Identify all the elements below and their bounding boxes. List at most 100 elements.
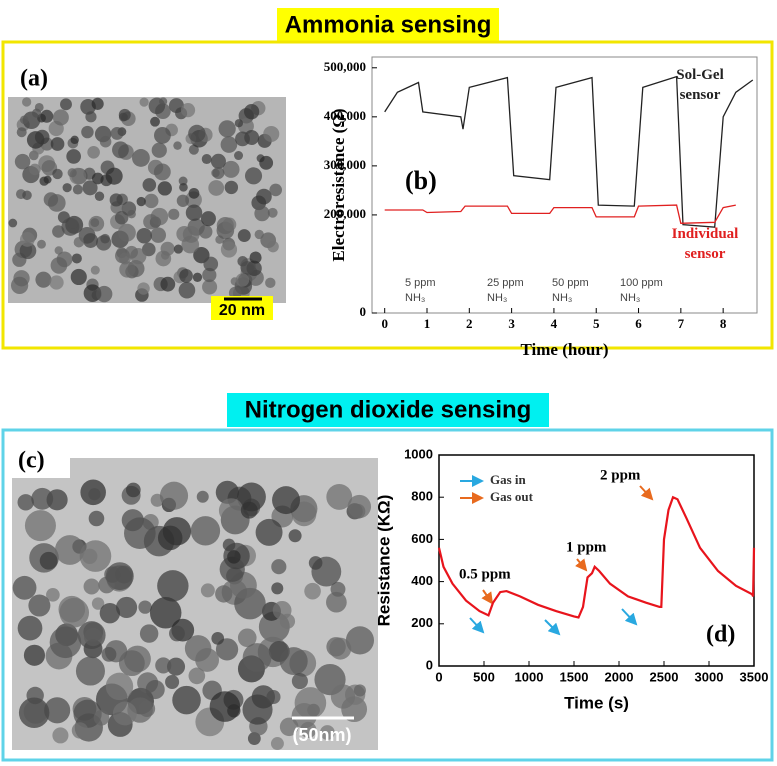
particle <box>215 585 233 603</box>
particle <box>19 115 29 125</box>
particle <box>70 135 79 145</box>
particle <box>137 282 150 295</box>
particle <box>58 595 86 623</box>
y-tick-label: 800 <box>411 489 433 504</box>
y-tick-label: 400 <box>411 573 433 588</box>
particle <box>127 209 136 219</box>
particle <box>71 253 82 264</box>
particle <box>110 126 124 140</box>
y-tick-label: 0 <box>426 657 433 672</box>
particle <box>114 210 129 225</box>
particle <box>17 615 43 641</box>
particle <box>39 551 58 570</box>
particle <box>31 487 54 510</box>
annotation-gas: NH₃ <box>487 292 507 304</box>
particle <box>153 126 171 144</box>
x-tick-label: 8 <box>720 316 727 331</box>
panel-label: (b) <box>405 166 437 195</box>
particle <box>255 518 283 546</box>
particle <box>215 480 239 504</box>
particle <box>157 570 189 602</box>
particle <box>118 112 128 122</box>
particle <box>269 183 283 197</box>
particle <box>196 490 209 503</box>
particle <box>173 244 183 254</box>
x-tick-label: 5 <box>593 316 600 331</box>
particle <box>160 276 176 292</box>
particle <box>84 627 103 647</box>
particle <box>308 556 323 570</box>
title-bg <box>227 393 549 427</box>
particle <box>16 127 27 138</box>
particle <box>82 548 98 564</box>
x-tick-label: 7 <box>678 316 685 331</box>
annotation: 5 ppm <box>405 277 436 289</box>
particle <box>178 176 188 186</box>
particle <box>172 685 201 715</box>
particle <box>188 124 206 143</box>
particle <box>22 97 32 107</box>
particle <box>234 151 244 161</box>
particle <box>291 501 317 527</box>
particle <box>29 163 41 176</box>
particle <box>224 180 239 195</box>
particle <box>288 529 302 543</box>
particle <box>67 168 77 178</box>
particle <box>37 239 46 249</box>
particle <box>109 193 123 207</box>
particle <box>279 613 296 629</box>
particle <box>52 109 69 126</box>
x-tick-label: 1000 <box>515 669 544 684</box>
particle <box>99 135 112 148</box>
particle <box>176 194 190 207</box>
particle <box>294 687 327 719</box>
series-line <box>437 495 756 619</box>
particle <box>159 97 168 106</box>
particle <box>10 276 29 295</box>
particle <box>104 566 121 583</box>
particle <box>345 626 375 655</box>
annotation: 50 ppm <box>552 277 589 289</box>
x-tick-label: 1500 <box>560 669 589 684</box>
x-tick-label: 4 <box>551 316 558 331</box>
particle <box>237 628 257 648</box>
particle <box>265 277 276 289</box>
x-axis-label: Time (hour) <box>521 340 609 359</box>
annotation-gas: NH₃ <box>552 292 572 304</box>
particle <box>56 251 73 268</box>
section-title: Nitrogen dioxide sensing <box>245 396 532 423</box>
particle <box>142 178 157 192</box>
particle <box>47 194 66 212</box>
particle <box>101 646 117 662</box>
particle <box>52 727 69 744</box>
particle <box>24 510 56 542</box>
particle <box>267 240 279 253</box>
particle <box>96 285 113 303</box>
y-tick-label: 1000 <box>404 446 433 461</box>
particle <box>266 689 281 705</box>
particle <box>88 510 105 527</box>
particle <box>326 591 347 613</box>
particle <box>209 691 241 722</box>
annotation: 25 ppm <box>487 277 524 289</box>
y-tick-label: 500,000 <box>324 59 366 74</box>
particle <box>195 648 220 672</box>
particle <box>143 214 159 230</box>
legend-label: Individual sensor <box>672 226 739 262</box>
particle <box>34 102 44 112</box>
particle <box>139 624 159 643</box>
particle <box>179 182 188 192</box>
particle <box>139 97 149 107</box>
particle <box>82 180 98 196</box>
section-title: Ammonia sensing <box>285 11 492 38</box>
particle <box>85 111 97 123</box>
particle <box>222 217 237 232</box>
particle <box>62 183 72 193</box>
particle <box>168 98 184 114</box>
particle <box>157 525 183 551</box>
particle <box>235 131 250 147</box>
particle <box>23 699 48 724</box>
particle <box>220 241 238 258</box>
particle <box>150 227 167 243</box>
